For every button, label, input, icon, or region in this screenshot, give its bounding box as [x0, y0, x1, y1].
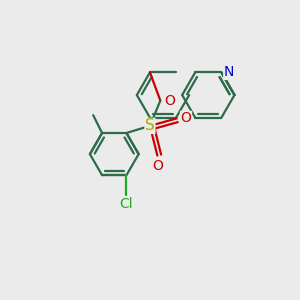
Text: S: S	[145, 118, 155, 134]
Text: Cl: Cl	[120, 197, 133, 211]
Text: O: O	[181, 111, 191, 125]
Text: O: O	[164, 94, 175, 108]
Text: O: O	[152, 159, 163, 173]
Text: N: N	[224, 65, 234, 80]
